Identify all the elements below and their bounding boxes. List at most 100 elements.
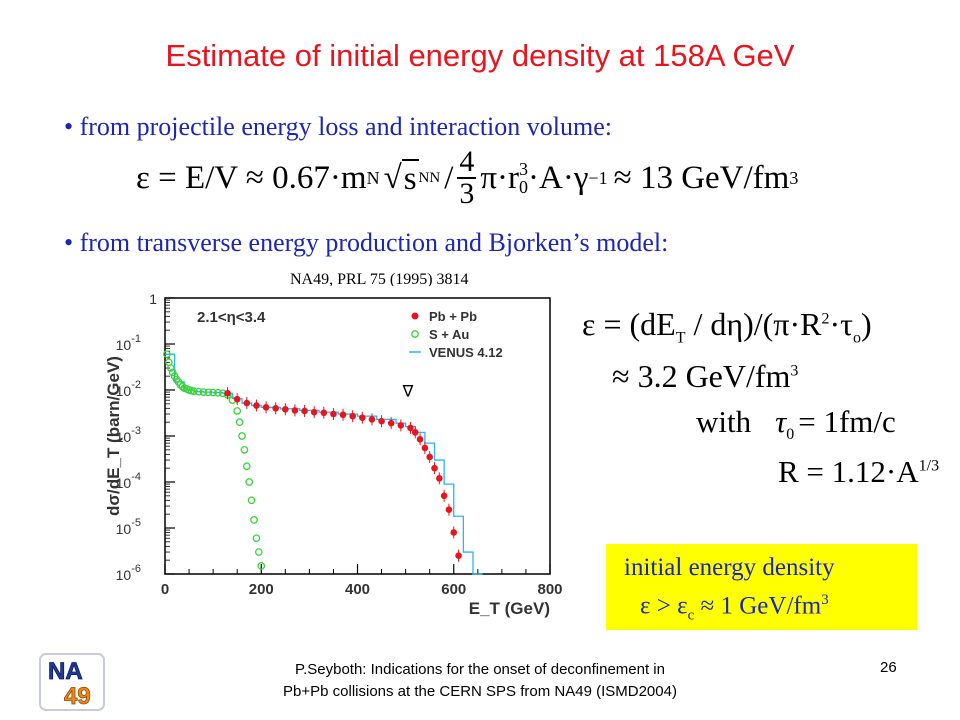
logo-na: NA <box>48 658 83 685</box>
pb-pb-point <box>272 405 279 412</box>
pb-pb-point <box>445 506 453 513</box>
legend-s-au-marker <box>411 330 419 338</box>
pb-pb-point <box>440 492 448 500</box>
eq2-sub-o: o <box>852 329 861 347</box>
y-tick-label: 10-2 <box>116 379 141 399</box>
pb-pb-point <box>253 402 260 409</box>
page-number: 26 <box>880 659 897 676</box>
legend-pb-pb: Pb + Pb <box>429 309 477 324</box>
eq1-r-sup: 3 <box>519 159 529 179</box>
highlight-result: ≈ 1 GeV/fm <box>694 592 822 620</box>
x-tick-label: 0 <box>161 581 169 598</box>
y-tick-label: 10-5 <box>116 517 141 537</box>
y-tick-label: 10-1 <box>116 333 141 353</box>
x-axis-label: E_T (GeV) <box>469 599 550 618</box>
logo-49: 49 <box>64 683 91 710</box>
y-tick-label: 10-4 <box>116 471 141 491</box>
citation: NA49, PRL 75 (1995) 3814 <box>290 271 469 288</box>
eq2-sub-t: T <box>675 329 686 347</box>
equation-tau: with τ0 = 1fm/c <box>696 404 896 444</box>
eq1-frac-num: 4 <box>457 145 477 179</box>
pb-pb-point <box>436 475 443 482</box>
s-au-point <box>252 534 261 543</box>
s-au-point <box>242 462 251 471</box>
eq2-r-sup: 1/3 <box>918 457 940 475</box>
s-au-point <box>168 368 177 377</box>
pb-pb-point <box>291 407 299 414</box>
sqrt-icon: √ <box>383 159 402 196</box>
pb-pb-point <box>233 395 241 403</box>
highlight-box <box>606 544 917 630</box>
eq1-lhs: ε = E/V ≈ 0.67·m <box>136 159 367 196</box>
eq2-with: with <box>696 404 752 439</box>
footer-line-2: Pb+Pb collisions at the CERN SPS from NA… <box>283 683 677 700</box>
pb-pb-point <box>426 453 433 461</box>
legend-venus: VENUS 4.12 <box>429 345 503 360</box>
pb-pb-point <box>416 435 424 443</box>
s-au-point <box>233 407 242 415</box>
s-au-point <box>209 388 217 397</box>
highlight-sub-c: c <box>687 607 695 624</box>
eq2-line1-close: ) <box>860 306 872 342</box>
eta-range-annotation: 2.1<η<3.4 <box>197 309 266 326</box>
eq1-tail: ·A·γ <box>528 159 589 196</box>
footer: P.Seyboth: Indications for the onset of … <box>160 659 800 703</box>
eq2-tau: τ <box>775 404 787 439</box>
pb-pb-point <box>368 416 376 423</box>
pb-pb-point <box>243 399 251 407</box>
pb-pb-point <box>262 404 270 411</box>
x-tick-label: 600 <box>441 581 466 598</box>
s-au-point <box>257 562 266 570</box>
s-au-point <box>247 496 256 505</box>
eq2-r: R = 1.12·A <box>778 454 919 489</box>
equation-bjorken-result: ≈ 3.2 GeV/fm3 <box>612 358 798 395</box>
pb-pb-point <box>421 444 429 452</box>
bullet-1-text: from projectile energy loss and interact… <box>79 112 612 141</box>
y-tick-label: 10-3 <box>116 425 141 445</box>
pb-pb-point <box>455 552 462 559</box>
pb-pb-point <box>407 424 414 432</box>
legend-s-au: S + Au <box>429 327 469 342</box>
equation-energy-loss: ε = E/V ≈ 0.67·m N √ s NN/4 3 π·r 3 0 ·A·γ −1 ≈ 13 … <box>136 145 799 210</box>
x-tick-label: 800 <box>537 581 562 598</box>
s-au-point <box>254 548 263 556</box>
eq2-line1-lhs: ε = (dE <box>582 306 676 342</box>
s-au-point <box>238 432 246 440</box>
pb-pb-point <box>310 408 318 416</box>
pb-pb-point <box>450 529 458 536</box>
eq2-line1-mid: / dη)/(π·R <box>685 306 822 342</box>
pb-pb-point <box>301 407 308 415</box>
x-tick-label: 200 <box>249 581 274 598</box>
pb-pb-point <box>224 389 231 397</box>
et-distribution-chart: 0 200 400 600 800 1 10-1 10-2 10-3 10-4 10-5 10-6 dσ… <box>95 286 575 618</box>
pb-pb-point <box>320 409 328 417</box>
bullet-1: • from projectile energy loss and intera… <box>64 112 612 141</box>
eq2-sup2: 2 <box>821 310 830 328</box>
slide-title: Estimate of initial energy density at 15… <box>165 38 795 73</box>
pb-pb-point <box>397 422 405 429</box>
s-au-point <box>245 478 254 486</box>
highlight-eps: ε > ε <box>640 592 688 620</box>
na49-logo: NA 49 <box>39 653 105 711</box>
pb-pb-point <box>431 464 438 472</box>
marker-triangle-icon: ∇ <box>402 382 414 401</box>
x-tick-label: 400 <box>345 581 370 598</box>
eq1-frac-den: 3 <box>459 177 475 210</box>
highlight-line-1: initial energy density <box>624 554 835 581</box>
s-au-point <box>190 387 198 396</box>
pb-pb-point <box>339 411 347 419</box>
legend-pb-pb-marker <box>411 312 419 320</box>
pb-pb-point <box>411 429 419 436</box>
s-au-point <box>166 364 175 372</box>
footer-line-1: P.Seyboth: Indications for the onset of … <box>295 661 665 678</box>
highlight-line-2: ε > εc ≈ 1 GeV/fm3 <box>640 592 829 624</box>
s-au-point <box>250 516 258 524</box>
s-au-point <box>163 350 171 359</box>
eq2-line2-sup: 3 <box>790 362 799 380</box>
equation-radius: R = 1.12·A1/3 <box>778 454 939 490</box>
s-au-point <box>235 418 244 427</box>
eq1-sqrt-s: s <box>401 158 419 197</box>
eq1-result-sup: 3 <box>789 167 799 188</box>
eq1-slash: / <box>444 159 454 196</box>
